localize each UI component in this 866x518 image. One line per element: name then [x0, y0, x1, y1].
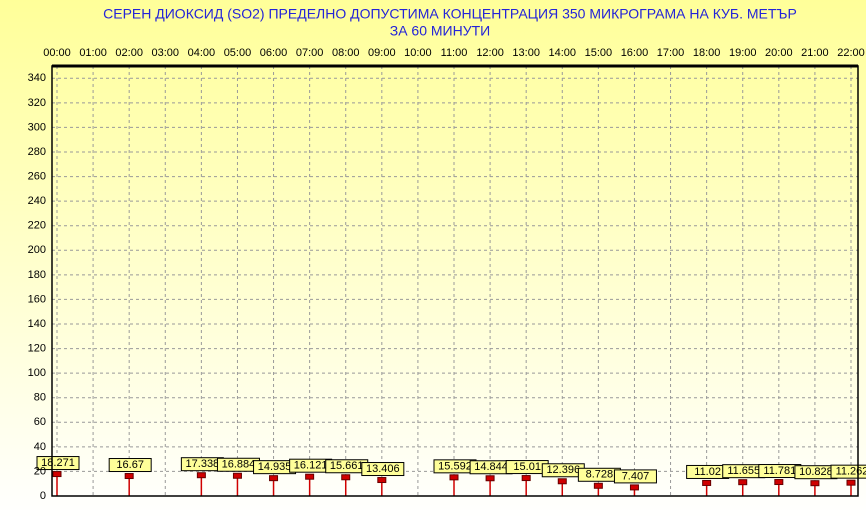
value-label: 7.407: [622, 470, 650, 482]
value-label: 15.592: [438, 460, 472, 472]
marker: [449, 474, 459, 481]
marker: [377, 477, 387, 484]
y-tick-label: 280: [28, 146, 46, 158]
y-tick-label: 60: [34, 416, 46, 428]
x-tick-label: 17:00: [657, 47, 685, 59]
y-tick-label: 340: [28, 72, 46, 84]
y-tick-label: 140: [28, 318, 46, 330]
marker: [629, 484, 639, 491]
y-tick-label: 20: [34, 465, 46, 477]
marker: [810, 480, 820, 487]
x-tick-label: 01:00: [79, 47, 107, 59]
x-tick-label: 06:00: [260, 47, 288, 59]
marker: [124, 473, 134, 480]
marker: [702, 479, 712, 486]
chart-title: СЕРЕН ДИОКСИД (SO2) ПРЕДЕЛНО ДОПУСТИМА К…: [103, 6, 797, 22]
value-label: 15.01: [513, 461, 541, 473]
chart-subtitle: ЗА 60 МИНУТИ: [390, 23, 491, 39]
value-label-box: [36, 456, 80, 471]
y-tick-label: 220: [28, 220, 46, 232]
marks: 18.271 16.67 17.338 16.884 14.935 16.121 15.66…: [36, 456, 866, 496]
value-label-box: [613, 469, 657, 484]
value-label: 11.262: [836, 466, 866, 478]
y-tick-label: 320: [28, 97, 46, 109]
value-label: 8.728: [586, 469, 614, 481]
x-tick-label: 10:00: [404, 47, 432, 59]
marker: [485, 475, 495, 482]
marker: [305, 473, 315, 480]
y-tick-label: 120: [28, 342, 46, 354]
y-tick-label: 40: [34, 441, 46, 453]
marker: [738, 479, 748, 486]
x-tick-label: 08:00: [332, 47, 360, 59]
y-tick-label: 0: [40, 490, 46, 502]
marker: [341, 474, 351, 481]
x-tick-label: 18:00: [693, 47, 721, 59]
value-label-box: [108, 458, 152, 473]
value-label: 14.935: [258, 461, 292, 473]
x-tick-label: 03:00: [152, 47, 180, 59]
x-tick-label: 02:00: [115, 47, 143, 59]
marker: [269, 475, 279, 482]
marker: [521, 475, 531, 482]
x-tick-label: 13:00: [512, 47, 540, 59]
value-label: 16.121: [294, 460, 328, 472]
y-tick-label: 200: [28, 244, 46, 256]
value-label: 11.781: [763, 465, 796, 477]
marker: [52, 471, 62, 478]
y-tick-label: 300: [28, 121, 46, 133]
y-tick-label: 260: [28, 170, 46, 182]
value-label: 16.884: [222, 459, 256, 471]
x-tick-label: 05:00: [224, 47, 252, 59]
marker: [774, 479, 784, 486]
x-tick-label: 09:00: [368, 47, 396, 59]
x-tick-label: 07:00: [296, 47, 324, 59]
x-tick-label: 21:00: [801, 47, 829, 59]
value-label: 11.02: [694, 466, 721, 478]
value-label-box: [361, 462, 405, 477]
value-label: 11.655: [727, 465, 760, 477]
value-label: 15.661: [330, 460, 364, 472]
value-label: 12.396: [546, 464, 580, 476]
marker: [196, 472, 206, 479]
y-tick-label: 80: [34, 392, 46, 404]
y-tick-label: 240: [28, 195, 46, 207]
x-tick-label: 19:00: [729, 47, 757, 59]
marker: [557, 478, 567, 485]
value-label: 10.828: [799, 466, 833, 478]
x-tick-label: 16:00: [621, 47, 649, 59]
x-tick-label: 04:00: [188, 47, 216, 59]
marker: [593, 482, 603, 489]
value-label: 17.338: [186, 458, 220, 470]
value-label: 13.406: [366, 463, 400, 475]
y-tick-label: 100: [28, 367, 46, 379]
y-tick-label: 160: [28, 293, 46, 305]
x-tick-label: 22:00: [837, 47, 865, 59]
value-label: 14.844: [474, 461, 508, 473]
marker: [232, 472, 242, 479]
value-label: 16.67: [116, 459, 144, 471]
y-tick-label: 180: [28, 269, 46, 281]
marker: [846, 479, 856, 486]
x-tick-label: 15:00: [585, 47, 613, 59]
x-tick-label: 12:00: [476, 47, 504, 59]
x-tick-label: 00:00: [43, 47, 71, 59]
x-tick-label: 20:00: [765, 47, 793, 59]
x-tick-label: 14:00: [549, 47, 577, 59]
value-label: 18.271: [41, 457, 75, 469]
x-tick-label: 11:00: [441, 47, 468, 59]
